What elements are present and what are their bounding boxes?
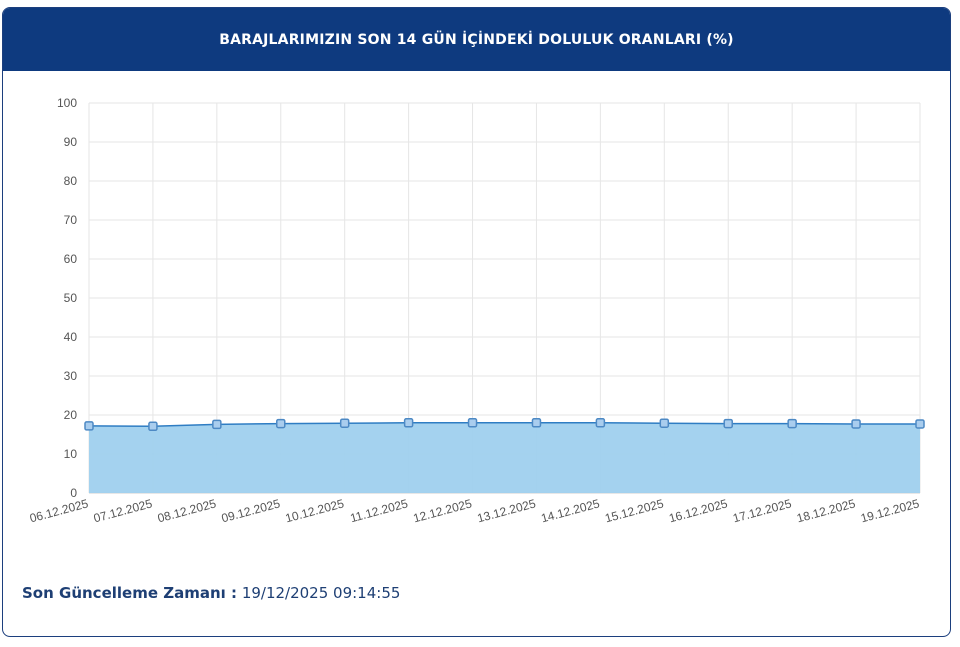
data-point-marker — [531, 418, 542, 428]
x-tick-label: 13.12.2025 — [476, 496, 538, 525]
last-update-label: Son Güncelleme Zamanı : — [22, 584, 238, 602]
x-tick-label: 18.12.2025 — [795, 496, 857, 525]
y-tick-label: 40 — [64, 330, 78, 344]
data-point-marker — [84, 421, 94, 431]
data-point-marker — [467, 418, 478, 428]
y-tick-label: 50 — [64, 291, 78, 305]
data-point-marker — [851, 419, 861, 429]
data-point-marker — [595, 418, 606, 428]
x-tick-label: 07.12.2025 — [92, 496, 154, 525]
y-tick-label: 60 — [64, 252, 78, 266]
x-tick-label: 10.12.2025 — [284, 496, 346, 525]
data-point-marker — [148, 421, 158, 432]
chart-card: BARAJLARIMIZIN SON 14 GÜN İÇİNDEKİ DOLUL… — [2, 7, 951, 637]
series-area-fill — [89, 422, 920, 493]
x-tick-label: 12.12.2025 — [412, 496, 474, 525]
data-point-marker — [212, 419, 222, 430]
y-tick-label: 70 — [64, 213, 78, 227]
x-tick-label: 09.12.2025 — [220, 496, 282, 525]
data-point-marker — [723, 418, 733, 429]
x-tick-label: 06.12.2025 — [28, 496, 90, 525]
y-tick-label: 100 — [57, 96, 77, 110]
last-update: Son Güncelleme Zamanı : 19/12/2025 09:14… — [22, 584, 400, 602]
x-tick-label: 08.12.2025 — [156, 496, 218, 525]
data-point-marker — [339, 418, 350, 428]
y-tick-label: 30 — [64, 369, 78, 383]
series-line — [88, 422, 920, 428]
x-tick-label: 15.12.2025 — [603, 496, 665, 525]
x-tick-label: 17.12.2025 — [731, 496, 793, 525]
chart-title: BARAJLARIMIZIN SON 14 GÜN İÇİNDEKİ DOLUL… — [219, 31, 734, 48]
last-update-value: 19/12/2025 09:14:55 — [241, 584, 401, 602]
y-tick-label: 90 — [64, 135, 78, 149]
y-tick-label: 80 — [64, 174, 78, 188]
data-point-marker — [276, 418, 286, 429]
x-tick-label: 11.12.2025 — [349, 496, 410, 525]
x-tick-label: 16.12.2025 — [667, 496, 729, 525]
x-tick-label: 14.12.2025 — [540, 496, 602, 525]
y-tick-label: 20 — [64, 408, 78, 422]
y-tick-label: 10 — [64, 447, 78, 461]
data-point-marker — [403, 418, 414, 428]
y-tick-label: 0 — [70, 486, 77, 500]
data-point-marker — [659, 418, 670, 428]
data-point-marker — [787, 418, 797, 429]
data-point-marker — [915, 419, 925, 429]
chart-title-bar: BARAJLARIMIZIN SON 14 GÜN İÇİNDEKİ DOLUL… — [3, 8, 950, 71]
x-tick-label: 19.12.2025 — [859, 496, 921, 525]
